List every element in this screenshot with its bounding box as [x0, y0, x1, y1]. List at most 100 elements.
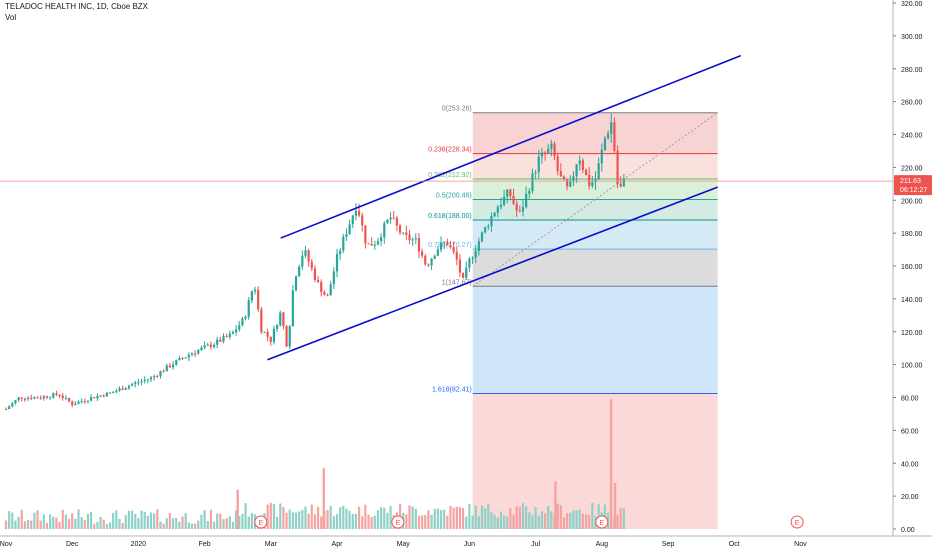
candle-body: [310, 261, 313, 269]
candle-body: [222, 336, 225, 342]
candle-body: [23, 398, 27, 400]
volume-bar: [411, 506, 414, 529]
candle-body: [71, 401, 74, 406]
candle-body: [279, 312, 282, 326]
candle-body: [247, 300, 250, 317]
volume-bar: [301, 509, 304, 529]
candle-body: [484, 226, 487, 233]
candle-body: [209, 344, 213, 348]
candle-body: [436, 249, 439, 256]
candle-body: [427, 264, 430, 266]
candle-body: [553, 143, 556, 157]
volume-bar: [80, 517, 83, 529]
candle-body: [105, 392, 108, 397]
volume-bar: [515, 506, 518, 529]
volume-bar: [581, 513, 584, 529]
volume-bar: [490, 512, 493, 529]
candle-body: [449, 245, 452, 248]
volume-bar: [83, 520, 86, 529]
candle-body: [244, 316, 247, 319]
candle-body: [11, 403, 14, 407]
candle-body: [124, 388, 127, 390]
candle-body: [197, 350, 200, 354]
volume-bar: [36, 510, 39, 529]
volume-bar: [531, 515, 534, 529]
candle-body: [39, 398, 42, 400]
candle-body: [370, 244, 373, 246]
volume-bar: [405, 514, 408, 529]
volume-bar: [8, 511, 11, 529]
candle-body: [83, 401, 86, 403]
volume-bar: [433, 508, 436, 529]
candle-body: [285, 326, 288, 347]
volume-bar: [342, 505, 345, 529]
fibonacci-retracement[interactable]: 0(253.26) 0.236(228.34) 0.382(212.92) 0.5(2…: [428, 106, 718, 529]
volume-bar: [304, 506, 307, 529]
volume-bar: [112, 512, 115, 529]
candle-body: [411, 239, 414, 241]
volume-bar: [455, 506, 458, 529]
candle-body: [30, 397, 33, 399]
candle-body: [417, 238, 421, 252]
volume-bar: [30, 520, 33, 529]
volume-bar: [17, 516, 20, 529]
volume-bar: [102, 519, 105, 529]
candle-body: [33, 397, 36, 399]
volume-bar: [575, 510, 578, 529]
volume-bar: [14, 520, 17, 529]
volume-bar: [389, 506, 392, 529]
candle-body: [90, 397, 93, 401]
x-tick-label: 2020: [131, 541, 147, 548]
candle-body: [597, 163, 600, 180]
candle-body: [543, 152, 547, 154]
volume-bar: [23, 521, 27, 529]
volume-bar: [414, 508, 417, 529]
earnings-marker-icon: [391, 515, 405, 529]
candle-body: [566, 179, 569, 187]
candle-body: [313, 268, 317, 280]
candle-body: [603, 138, 607, 151]
volume-spike: [322, 468, 325, 529]
candle-body: [578, 160, 581, 165]
volume-spike: [609, 399, 613, 529]
candle-body: [143, 379, 146, 382]
candle-body: [137, 382, 140, 384]
last-price-value: 211.63: [900, 178, 921, 185]
candle-body: [36, 397, 39, 399]
candle-body: [490, 216, 493, 227]
x-tick-label: Oct: [729, 541, 740, 548]
volume-bar: [310, 504, 313, 529]
fib-level-label: 1.618(82.41): [432, 387, 472, 394]
parallel-channel[interactable]: [267, 54, 742, 361]
volume-label: Vol: [5, 13, 17, 22]
candle-body: [452, 247, 455, 252]
volume-bar: [339, 507, 342, 529]
candle-body: [329, 284, 332, 296]
volume-bar: [52, 516, 55, 529]
candle-body: [67, 397, 71, 402]
candle-body: [115, 390, 118, 393]
volume-bar: [156, 509, 159, 529]
earnings-marker-label: E: [259, 520, 264, 527]
candle-body: [238, 325, 241, 330]
volume-bar: [480, 505, 484, 529]
candle-body: [187, 354, 190, 358]
volume-bar: [209, 509, 213, 529]
candle-body: [130, 384, 134, 386]
volume-bar: [247, 516, 250, 529]
volume-bar: [329, 505, 332, 529]
volume-bar: [446, 515, 449, 529]
volume-bar: [165, 518, 168, 529]
volume-bar: [26, 519, 30, 529]
volume-bar: [619, 508, 622, 529]
volume-bar: [452, 507, 455, 529]
candle-body: [159, 371, 162, 377]
candle-body: [430, 258, 433, 266]
candle-body: [458, 259, 462, 273]
volume-bar: [332, 516, 335, 529]
volume-bar: [421, 515, 424, 529]
volume-bar: [212, 521, 216, 529]
